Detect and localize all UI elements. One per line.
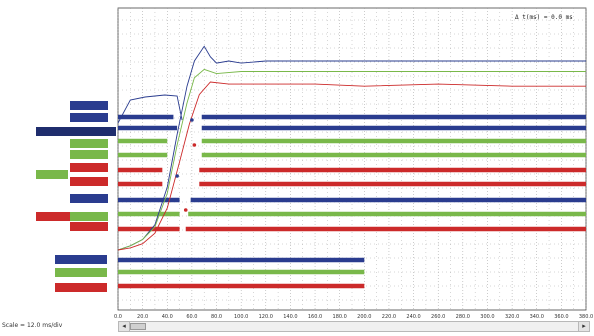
channel-label[interactable]	[70, 163, 108, 172]
x-tick-label: 40.0	[162, 314, 173, 320]
channel-label[interactable]	[36, 212, 74, 221]
status-scale-text: Scale = 12.0 ms/div	[2, 322, 63, 329]
horizontal-scrollbar[interactable]: ◂ ▸	[118, 321, 590, 332]
channel-label[interactable]	[70, 150, 108, 159]
channel-label[interactable]	[70, 177, 108, 186]
channel-label[interactable]	[36, 170, 68, 179]
x-tick-label: 340.0	[530, 314, 544, 320]
cursor-marker	[175, 174, 179, 178]
channel-label[interactable]	[55, 268, 107, 277]
x-tick-label: 220.0	[382, 314, 396, 320]
analog-series-green	[117, 68, 586, 251]
channel-label[interactable]	[70, 194, 108, 203]
cursor-marker	[190, 118, 194, 122]
x-tick-label: 380.0	[579, 314, 593, 320]
cursor-marker	[183, 208, 188, 212]
channel-label[interactable]	[70, 222, 108, 231]
analog-hump-blue	[117, 94, 183, 124]
x-tick-label: 320.0	[505, 314, 519, 320]
x-tick-label: 100.0	[234, 314, 248, 320]
scroll-right-arrow-icon[interactable]: ▸	[578, 322, 589, 331]
x-tick-label: 260.0	[431, 314, 445, 320]
cursor-delta-readout: Δ t(ms) = 0.0 ms	[515, 14, 573, 21]
channel-label[interactable]	[70, 101, 108, 110]
scroll-left-arrow-icon[interactable]: ◂	[119, 322, 130, 331]
channel-label[interactable]	[55, 255, 107, 264]
x-tick-label: 140.0	[283, 314, 297, 320]
scroll-thumb[interactable]	[130, 323, 146, 330]
x-tick-label: 20.0	[137, 314, 148, 320]
cursor-marker	[192, 143, 197, 147]
channel-label[interactable]	[70, 139, 108, 148]
channel-label[interactable]	[70, 212, 108, 221]
analog-series-blue	[117, 45, 586, 251]
channel-label[interactable]	[36, 127, 116, 136]
x-tick-label: 280.0	[456, 314, 470, 320]
x-tick-label: 80.0	[211, 314, 222, 320]
x-tick-label: 120.0	[259, 314, 273, 320]
x-tick-label: 240.0	[406, 314, 420, 320]
x-tick-label: 360.0	[554, 314, 568, 320]
x-tick-label: 60.0	[186, 314, 197, 320]
x-tick-label: 0.0	[114, 314, 122, 320]
x-tick-label: 180.0	[333, 314, 347, 320]
x-tick-label: 300.0	[480, 314, 494, 320]
x-tick-label: 160.0	[308, 314, 322, 320]
channel-label[interactable]	[55, 283, 107, 292]
x-tick-label: 200.0	[357, 314, 371, 320]
analog-series-red	[117, 81, 586, 251]
channel-label[interactable]	[70, 113, 108, 122]
